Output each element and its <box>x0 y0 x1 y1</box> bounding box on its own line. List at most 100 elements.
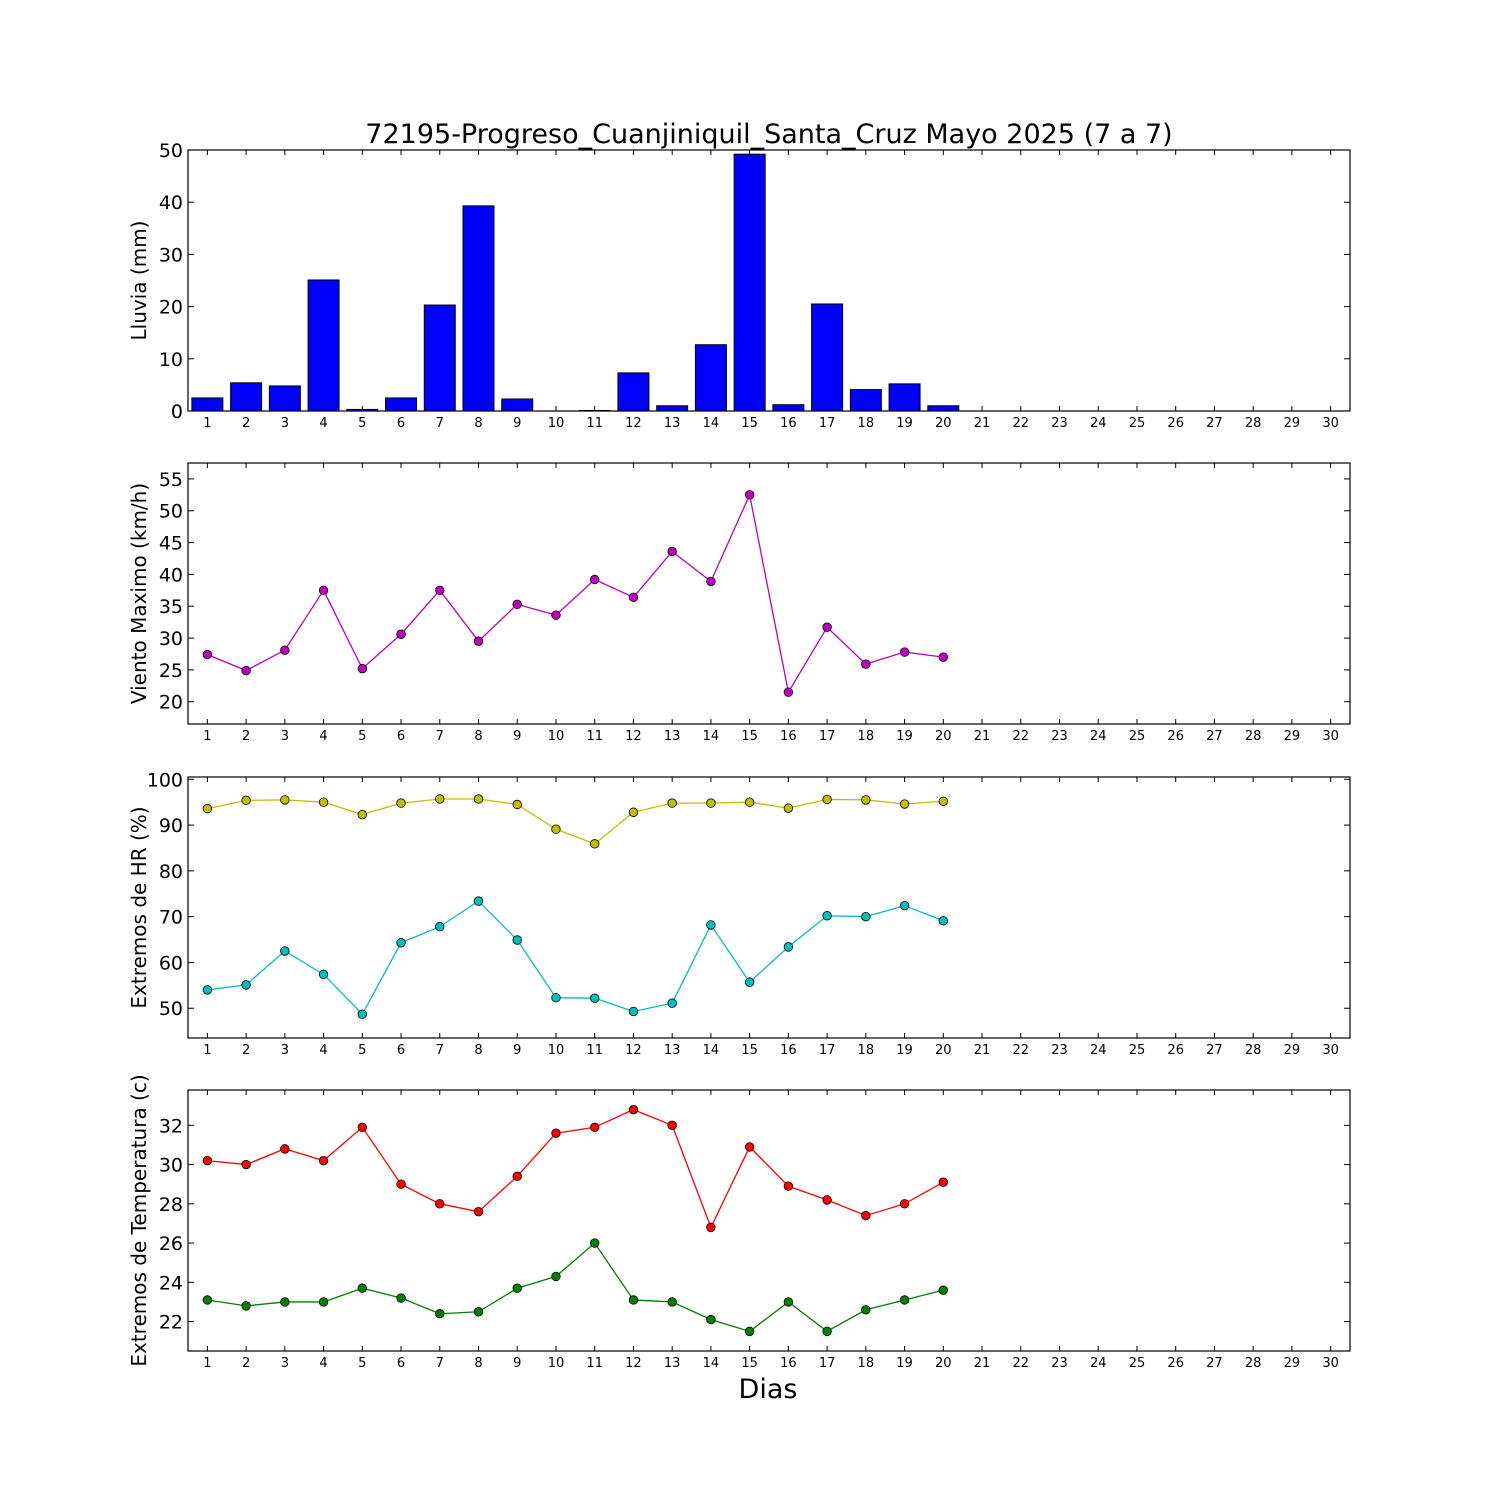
data-point <box>357 663 368 674</box>
data-point <box>473 636 484 646</box>
x-tick-label: 17 <box>819 416 836 431</box>
data-point <box>861 1210 871 1221</box>
x-tick-label: 9 <box>513 416 521 431</box>
x-tick-label: 22 <box>1012 416 1029 431</box>
rain-bar <box>462 205 495 412</box>
rain-bar <box>423 304 456 412</box>
data-point <box>280 1297 290 1307</box>
data-point <box>396 1179 406 1189</box>
axes-frame <box>187 462 1351 725</box>
data-point <box>590 574 600 585</box>
data-point <box>899 799 910 809</box>
data-point <box>202 649 213 660</box>
x-tick-label: 3 <box>281 1356 289 1371</box>
data-point <box>318 797 329 807</box>
data-point <box>202 1295 213 1305</box>
data-point <box>938 1285 949 1295</box>
data-point <box>318 1297 329 1307</box>
x-tick-label: 8 <box>474 416 482 431</box>
x-tick-label: 13 <box>664 416 681 431</box>
x-tick-label: 20 <box>935 416 952 431</box>
data-point <box>744 1142 755 1152</box>
x-tick-label: 17 <box>819 729 836 744</box>
x-tick-label: 17 <box>819 1043 836 1058</box>
x-tick-label: 28 <box>1245 1043 1262 1058</box>
y-tick-label: 30 <box>159 1155 183 1177</box>
data-point <box>706 1222 716 1233</box>
x-tick-label: 27 <box>1206 416 1223 431</box>
data-point <box>899 900 910 911</box>
x-tick-label: 1 <box>203 729 211 744</box>
chart-title: 72195-Progreso_Cuanjiniquil_Santa_Cruz M… <box>365 119 1172 150</box>
data-point <box>512 935 522 945</box>
x-tick-label: 12 <box>625 1356 642 1371</box>
rain-bar <box>927 405 960 412</box>
x-tick-label: 29 <box>1284 1356 1301 1371</box>
x-tick-label: 11 <box>586 1043 603 1058</box>
data-point <box>744 797 755 807</box>
y-axis-label: Lluvia (mm) <box>127 221 151 341</box>
data-point <box>628 1006 639 1017</box>
data-point <box>357 809 368 820</box>
data-point <box>318 585 329 596</box>
data-point <box>241 980 251 990</box>
y-tick-label: 45 <box>159 533 183 555</box>
data-point <box>861 795 871 805</box>
x-tick-label: 16 <box>780 1043 797 1058</box>
x-tick-label: 3 <box>281 729 289 744</box>
x-tick-label: 23 <box>1051 729 1068 744</box>
x-tick-label: 20 <box>935 729 952 744</box>
data-point <box>435 1199 445 1209</box>
x-tick-label: 13 <box>664 1356 681 1371</box>
rain-bar <box>694 344 727 412</box>
x-tick-label: 18 <box>858 1356 875 1371</box>
x-tick-label: 5 <box>358 416 366 431</box>
data-point <box>435 1309 445 1319</box>
data-point <box>357 1009 368 1019</box>
data-point <box>280 645 290 655</box>
data-point <box>667 998 677 1008</box>
data-point <box>435 922 445 932</box>
data-point <box>706 1314 716 1325</box>
data-point <box>628 1295 639 1305</box>
x-tick-label: 25 <box>1129 1043 1146 1058</box>
x-tick-label: 25 <box>1129 729 1146 744</box>
data-point <box>822 911 832 921</box>
x-tick-label: 3 <box>281 416 289 431</box>
y-tick-label: 0 <box>171 401 183 423</box>
data-point <box>822 1195 832 1205</box>
x-tick-label: 19 <box>896 416 913 431</box>
data-point <box>473 1206 484 1217</box>
x-tick-label: 11 <box>586 416 603 431</box>
x-tick-label: 18 <box>858 416 875 431</box>
x-tick-label: 23 <box>1051 416 1068 431</box>
data-point <box>241 1301 251 1311</box>
y-tick-label: 40 <box>159 564 183 586</box>
data-point <box>318 969 329 980</box>
data-point <box>822 1326 832 1337</box>
x-tick-label: 10 <box>548 729 565 744</box>
x-tick-label: 11 <box>586 1356 603 1371</box>
y-tick-label: 25 <box>159 660 183 682</box>
x-tick-label: 6 <box>397 1043 405 1058</box>
rain-bar <box>849 389 882 412</box>
data-point <box>706 920 716 930</box>
y-tick-label: 30 <box>159 628 183 650</box>
panel-3: 1 2 3 4 5 6 7 8 9 10 11 12 13 14 15 16 17 18 19 20 21 22 23 24 2… <box>127 769 1351 1058</box>
rain-bar <box>578 409 611 412</box>
rain-bar <box>888 383 921 412</box>
x-tick-label: 6 <box>397 416 405 431</box>
x-tick-label: 24 <box>1090 1356 1107 1371</box>
data-point <box>280 1144 290 1154</box>
data-point <box>628 592 639 603</box>
x-tick-label: 17 <box>819 1356 836 1371</box>
data-point <box>667 1120 677 1131</box>
x-tick-label: 10 <box>548 416 565 431</box>
data-point <box>667 546 677 557</box>
y-tick-label: 10 <box>159 349 183 371</box>
x-tick-label: 8 <box>474 1043 482 1058</box>
data-point <box>551 1271 561 1282</box>
panel-4: 1 2 3 4 5 6 7 8 9 10 11 12 13 14 15 16 17 18 19 20 21 22 23 24 2… <box>127 1074 1351 1371</box>
x-tick-label: 2 <box>242 1356 250 1371</box>
